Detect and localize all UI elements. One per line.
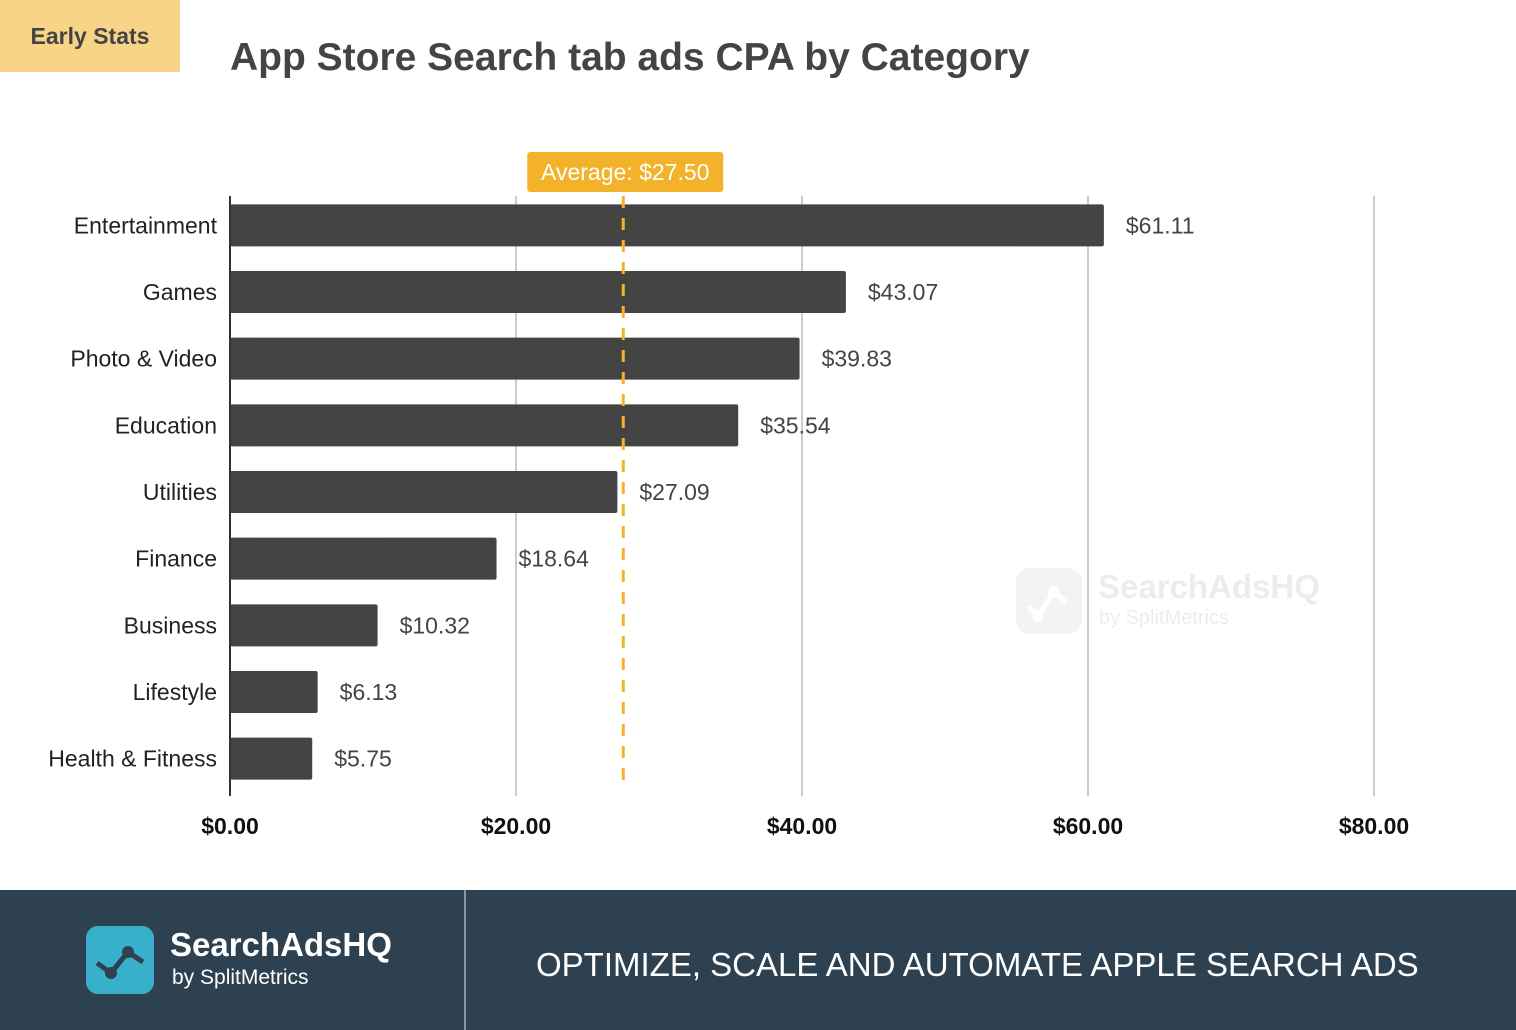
bar: [230, 537, 497, 580]
data-label: $5.75: [334, 746, 392, 772]
data-label: $39.83: [822, 346, 892, 372]
data-label: $6.13: [340, 679, 398, 705]
x-tick-label: $80.00: [1339, 813, 1409, 839]
bar-chart: $0.00 $20.00 $40.00 $60.00 $80.00 Entertainme…: [48, 152, 1409, 839]
bar: [230, 204, 1104, 247]
footer: SearchAdsHQ by SplitMetrics OPTIMIZE, SC…: [0, 890, 1516, 1030]
category-label: Finance: [135, 546, 217, 572]
data-label: $18.64: [519, 546, 590, 572]
bar: [230, 471, 618, 513]
data-label: $43.07: [868, 279, 938, 305]
data-label: $27.09: [639, 479, 709, 505]
bar: [230, 604, 378, 647]
category-label: Utilities: [143, 479, 217, 505]
watermark-logo-icon: [1016, 568, 1082, 634]
bar: [230, 271, 846, 313]
early-stats-badge: Early Stats: [0, 0, 180, 72]
searchadshq-logo-icon: [86, 926, 154, 994]
footer-divider: [464, 890, 466, 1030]
category-label: Lifestyle: [133, 679, 217, 705]
x-tick-label: $20.00: [481, 813, 551, 839]
average-label: Average: $27.50: [541, 159, 709, 185]
average-label-box: [527, 152, 724, 192]
bar: [230, 737, 313, 780]
footer-slogan: OPTIMIZE, SCALE AND AUTOMATE APPLE SEARC…: [536, 946, 1419, 983]
category-label: Business: [124, 612, 217, 638]
data-label: $61.11: [1126, 212, 1195, 238]
watermark-title: SearchAdsHQ: [1098, 568, 1320, 605]
brand-subtitle: by SplitMetrics: [172, 966, 309, 989]
chart-title: App Store Search tab ads CPA by Category: [230, 36, 1030, 79]
bar: [230, 404, 739, 447]
category-label: Games: [143, 279, 217, 305]
category-label: Health & Fitness: [48, 746, 217, 772]
category-label: Photo & Video: [70, 346, 217, 372]
x-tick-label: $0.00: [201, 813, 259, 839]
brand-name: SearchAdsHQ: [170, 926, 392, 963]
watermark-subtitle: by SplitMetrics: [1099, 607, 1230, 629]
x-tick-label: $40.00: [767, 813, 837, 839]
x-tick-label: $60.00: [1053, 813, 1123, 839]
data-label: $10.32: [400, 612, 470, 638]
bar: [230, 671, 318, 713]
bar: [230, 337, 800, 380]
category-label: Entertainment: [74, 212, 218, 238]
category-label: Education: [115, 412, 217, 438]
data-label: $35.54: [760, 412, 831, 438]
